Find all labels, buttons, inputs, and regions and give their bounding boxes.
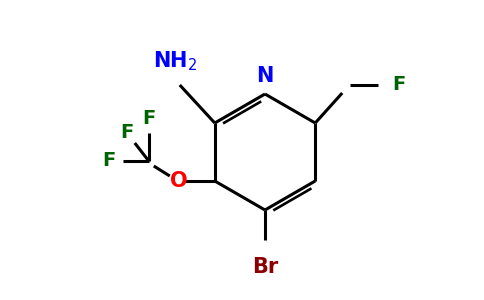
Text: NH$_2$: NH$_2$: [152, 50, 197, 73]
Text: Br: Br: [252, 257, 278, 277]
Text: N: N: [257, 66, 273, 86]
Text: F: F: [120, 124, 134, 142]
Text: O: O: [170, 171, 188, 191]
Text: F: F: [392, 76, 406, 94]
Text: F: F: [102, 152, 115, 170]
Text: F: F: [142, 109, 155, 128]
